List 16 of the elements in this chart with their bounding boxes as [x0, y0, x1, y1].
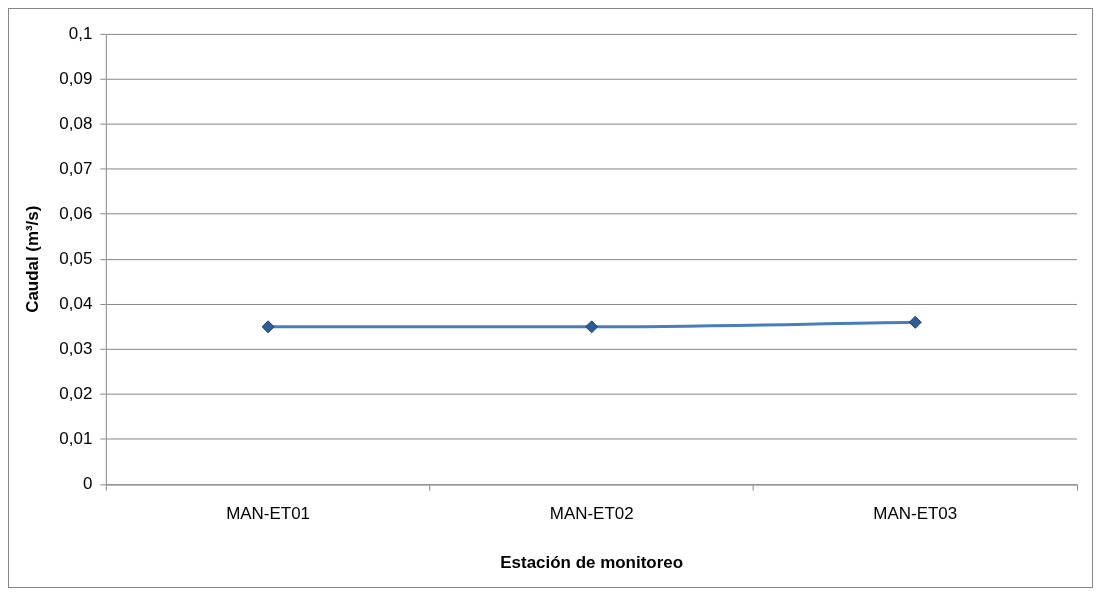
y-tick-label: 0,08 — [59, 113, 93, 133]
x-tick-label: MAN-ET01 — [226, 504, 311, 524]
y-tick-label: 0,09 — [59, 68, 93, 88]
y-tick-label: 0 — [82, 474, 93, 494]
y-tick-label: 0,04 — [59, 293, 93, 313]
x-axis-title: Estación de monitoreo — [500, 552, 684, 572]
y-tick-label: 0,07 — [59, 158, 93, 178]
x-tick-label: MAN-ET02 — [549, 504, 634, 524]
y-tick-label: 0,03 — [59, 339, 93, 359]
y-tick-label: 0,01 — [59, 429, 93, 449]
y-tick-label: 0,02 — [59, 384, 93, 404]
y-axis-title: Caudal (m³/s) — [22, 205, 42, 313]
y-tick-label: 0,05 — [59, 248, 93, 268]
x-tick-label: MAN-ET03 — [873, 504, 958, 524]
y-tick-label: 0,06 — [59, 203, 93, 223]
y-tick-label: 0,1 — [68, 23, 93, 43]
